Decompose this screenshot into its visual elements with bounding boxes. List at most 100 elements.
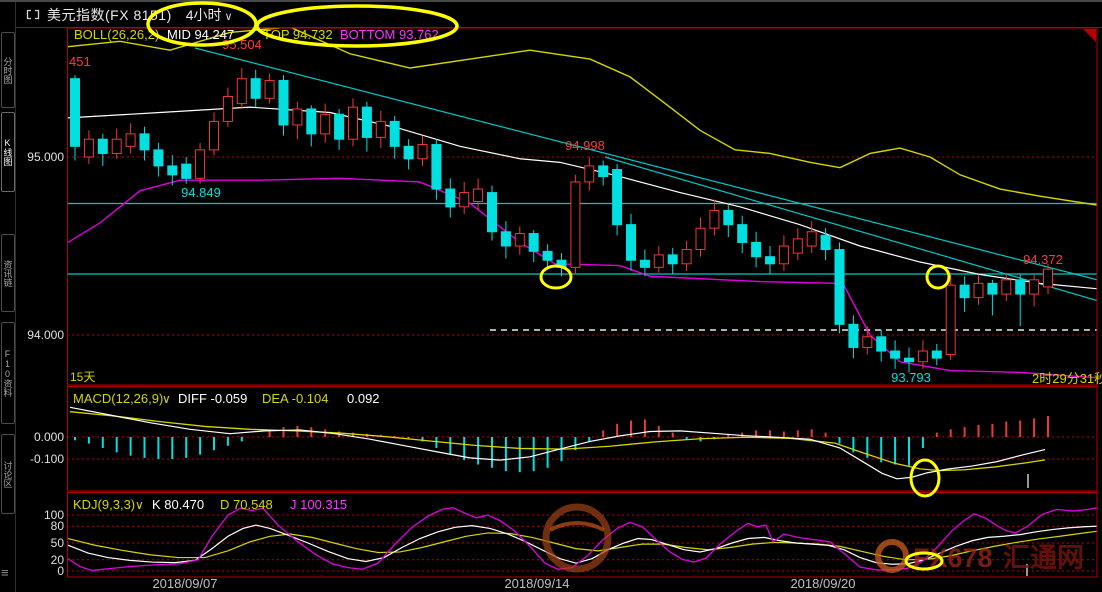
candle-body: [417, 144, 428, 160]
candle-body: [778, 245, 789, 265]
candle-body: [917, 350, 928, 363]
kdj-tick-0: 0: [57, 564, 64, 578]
sidebar-tab-kline-chart[interactable]: K线图: [1, 112, 15, 192]
candle-body: [987, 282, 998, 295]
label-local-peak: 94.998: [565, 138, 605, 153]
main-chart-layer[interactable]: [67, 27, 1102, 379]
boll-top-value: TOP 94.732: [263, 27, 333, 42]
candle-body: [473, 188, 484, 202]
candle-body: [195, 149, 206, 179]
candle-body: [751, 241, 762, 258]
candle-body: [153, 149, 164, 167]
label-band-low: 94.849: [181, 185, 221, 200]
kdj-dropdown-icon[interactable]: ∨: [135, 498, 144, 512]
main-panel-border: [67, 27, 1098, 386]
date-tick-2: 2018/09/14: [504, 576, 569, 591]
hamburger-menu-icon[interactable]: ≡: [1, 565, 9, 580]
candle-body: [681, 249, 692, 265]
candle-body: [876, 336, 887, 352]
candle-body: [445, 188, 456, 208]
candle-body: [820, 234, 831, 251]
candle-body: [264, 79, 275, 99]
candle-body: [459, 192, 470, 208]
price-tick-94: 94.000: [27, 328, 64, 342]
sidebar-tab-f10-data[interactable]: F10资料: [1, 322, 15, 424]
candle-body: [862, 336, 873, 348]
period-label: 4小时: [185, 6, 222, 23]
label-visible-range[interactable]: 15天: [70, 370, 95, 384]
candle-body: [542, 250, 553, 261]
kdj-panel-border: [67, 492, 1098, 578]
candle-body: [70, 78, 80, 147]
candle-body: [639, 259, 650, 268]
candle-body: [973, 282, 984, 299]
highlight-ellipse-annotation: [255, 4, 459, 48]
kdj-tick-50: 50: [51, 536, 65, 550]
kdj-j-value: J 100.315: [290, 497, 347, 512]
candle-body: [890, 350, 901, 359]
candle-body: [500, 231, 511, 247]
macd-indicator-name[interactable]: MACD(12,26,9): [73, 391, 163, 406]
watermark-globe-icon: [875, 539, 909, 573]
candle-body: [111, 138, 122, 154]
watermark: FX678 汇通网: [542, 503, 1084, 573]
sidebar-tab-time-chart[interactable]: 分时图: [1, 32, 15, 108]
candle-body: [181, 163, 192, 179]
candle-body: [626, 224, 636, 261]
boll-bottom-value: BOTTOM 93.762: [340, 27, 439, 42]
kdj-indicator-name[interactable]: KDJ(9,3,3): [73, 497, 135, 512]
candle-body: [1001, 279, 1012, 295]
macd-tick-neg: -0.100: [30, 452, 64, 466]
candle-body: [292, 108, 303, 126]
sidebar-tab-discussion[interactable]: 讨论区: [1, 434, 15, 514]
highlight-ellipse-annotation: [909, 458, 941, 498]
candle-body: [737, 224, 748, 243]
candle-body: [931, 350, 942, 359]
macd-dropdown-icon[interactable]: ∨: [162, 392, 171, 406]
candle-body: [584, 165, 595, 183]
date-tick-3: 2018/09/20: [790, 576, 855, 591]
sidebar-tab-news[interactable]: 资讯链: [1, 234, 15, 312]
candle-body: [723, 209, 734, 226]
candle-body: [848, 323, 859, 348]
candle-body: [653, 254, 664, 268]
watermark-globe-large-icon: [542, 503, 612, 573]
candle-body: [612, 168, 623, 226]
highlight-ellipse-annotation: [539, 264, 573, 290]
label-candle-countdown: 2时29分31秒: [1032, 371, 1102, 386]
boll-indicator-name[interactable]: BOLL(26,26,2): [74, 27, 159, 42]
label-first-high: 451: [69, 54, 91, 69]
candle-body: [334, 113, 345, 140]
candle-body: [904, 357, 914, 363]
macd-dea-value: DEA -0.104: [262, 391, 329, 406]
chevron-down-icon: ∨: [224, 10, 233, 23]
candle-body: [167, 165, 178, 176]
highlight-ellipse-annotation: [925, 264, 951, 290]
candle-body: [403, 145, 414, 160]
date-tick-1: 2018/09/07: [152, 576, 217, 591]
period-selector[interactable]: 4小时 ∨: [186, 5, 233, 25]
candle-body: [1029, 279, 1040, 295]
candle-body: [431, 144, 442, 190]
boll-mid-value: MID 94.247: [167, 27, 234, 42]
kdj-tick-20: 20: [51, 553, 65, 567]
candle-body: [139, 133, 150, 151]
candle-body: [487, 192, 497, 233]
candle-body: [945, 284, 956, 356]
candle-body: [959, 284, 970, 299]
candle-body: [125, 133, 136, 147]
compare-symbols-icon[interactable]: [25, 9, 41, 20]
candle-body: [236, 78, 247, 105]
candle-body: [792, 238, 803, 254]
macd-layer[interactable]: [67, 406, 1097, 488]
symbol-title: 美元指数(FX 8151): [47, 6, 172, 23]
candle-body: [389, 120, 400, 147]
kdj-tick-100: 100: [44, 508, 64, 522]
candle-body: [570, 181, 581, 268]
candle-body: [83, 138, 94, 158]
kdj-tick-80: 80: [51, 519, 65, 533]
macd-diff-value: DIFF -0.059: [178, 391, 247, 406]
candle-body: [250, 78, 261, 99]
